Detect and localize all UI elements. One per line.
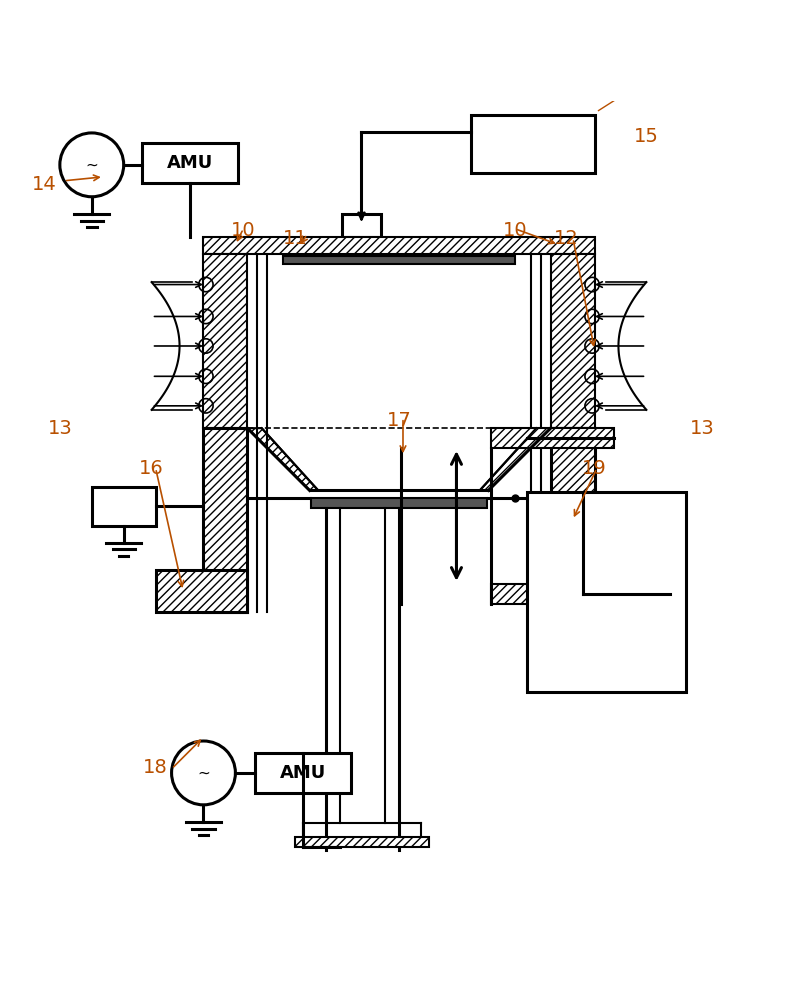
Text: 13: 13 (689, 419, 715, 438)
Text: 12: 12 (554, 229, 579, 248)
Bar (203, 254, 247, 428)
Bar (283, 256, 515, 264)
Text: 10: 10 (231, 221, 255, 240)
Text: ~: ~ (85, 157, 98, 172)
Bar (156, 570, 247, 612)
Bar (295, 837, 429, 847)
Bar (203, 254, 595, 428)
Polygon shape (247, 428, 318, 490)
Text: 10: 10 (503, 221, 527, 240)
Text: 16: 16 (139, 459, 164, 478)
Bar (551, 570, 642, 612)
Text: AMU: AMU (280, 764, 326, 782)
Text: 18: 18 (143, 758, 168, 777)
Text: 19: 19 (582, 459, 607, 478)
Bar (595, 514, 658, 552)
Text: ~: ~ (197, 765, 210, 780)
Bar (203, 428, 247, 612)
Bar (551, 428, 595, 612)
Bar (142, 143, 238, 183)
Bar (527, 492, 686, 692)
Bar (311, 498, 487, 508)
Text: 11: 11 (282, 229, 308, 248)
Text: 13: 13 (47, 419, 73, 438)
Bar (203, 237, 595, 254)
Polygon shape (480, 428, 551, 490)
Text: 15: 15 (634, 127, 659, 146)
Bar (471, 115, 595, 173)
Bar (255, 753, 351, 793)
Text: AMU: AMU (167, 154, 213, 172)
Bar (551, 254, 595, 428)
Text: 14: 14 (31, 175, 57, 194)
Bar (491, 428, 614, 448)
Text: 17: 17 (386, 411, 412, 430)
Bar (342, 214, 381, 237)
Bar (491, 584, 670, 604)
Bar (92, 487, 156, 526)
